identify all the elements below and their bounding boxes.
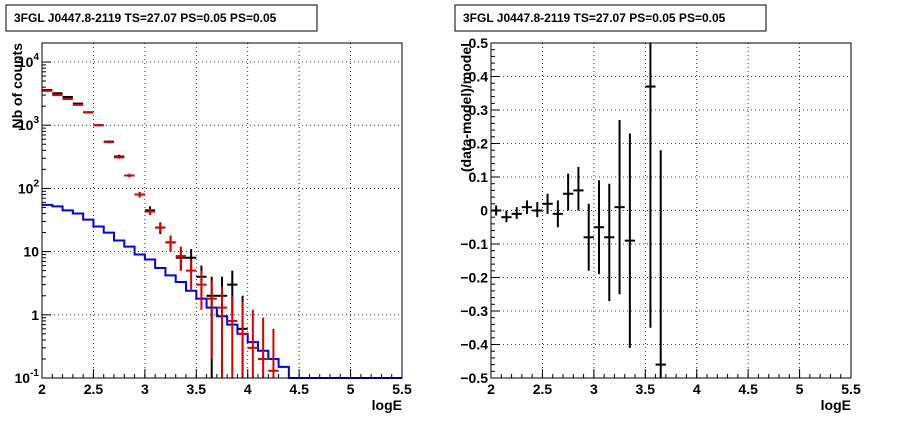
- x-tick-label: 2: [487, 381, 495, 397]
- y-tick-label: −0.3: [460, 303, 488, 319]
- x-tick-label: 3: [590, 381, 598, 397]
- x-tick-label: 5: [796, 381, 804, 397]
- counts-y-label: Nb of counts: [9, 43, 25, 129]
- x-tick-label: 2.5: [84, 381, 104, 397]
- y-tick-label: −0.5: [460, 370, 488, 386]
- counts-title-box: [5, 4, 318, 32]
- residuals-title-box: [454, 4, 767, 32]
- residuals-grid: [491, 42, 851, 378]
- residuals-plot-area: [491, 43, 666, 378]
- x-tick-label: 5.5: [392, 381, 412, 397]
- y-tick-label: 0.5: [469, 35, 489, 51]
- y-tick-label: 0: [480, 203, 488, 219]
- x-tick-label: 5: [347, 381, 355, 397]
- y-tick-label: 0.3: [469, 102, 489, 118]
- x-tick-label: 2.5: [533, 381, 553, 397]
- y-tick-label: 10: [23, 244, 39, 260]
- y-tick-label: −0.4: [460, 337, 488, 353]
- counts-panel: 3FGL J0447.8-2119 TS=27.07 PS=0.05 PS=0.…: [5, 4, 412, 413]
- counts-ticks: 2 2.5 3 3.5 4 4.5 5 5.5 10-1 1 10 102 103 104: [15, 42, 412, 397]
- y-tick-label: 1: [31, 307, 39, 323]
- y-tick-label: 103: [18, 115, 40, 133]
- x-tick-label: 4.5: [738, 381, 758, 397]
- x-tick-label: 3: [141, 381, 149, 397]
- y-tick-label: 104: [18, 52, 40, 70]
- residuals-x-label: logE: [821, 397, 851, 413]
- residuals-ticks: 2 2.5 3 3.5 4 4.5 5 5.5 −0.5 −0.4 −0.3 −0.2 −0.1 0 0.1…: [460, 35, 861, 397]
- y-tick-label: 102: [18, 178, 40, 196]
- x-tick-label: 3.5: [636, 381, 656, 397]
- x-tick-label: 4: [693, 381, 701, 397]
- residuals-y-label: (data-model)/model: [458, 43, 474, 172]
- counts-title: 3FGL J0447.8-2119 TS=27.07 PS=0.05 PS=0.…: [14, 11, 277, 25]
- counts-x-label: logE: [372, 397, 402, 413]
- y-tick-label: 10-1: [15, 368, 40, 386]
- x-tick-label: 4: [244, 381, 252, 397]
- counts-grid: [42, 43, 402, 378]
- counts-frame: [41, 42, 403, 379]
- y-tick-label: −0.1: [460, 236, 488, 252]
- x-tick-label: 4.5: [289, 381, 309, 397]
- residuals-panel: 3FGL J0447.8-2119 TS=27.07 PS=0.05 PS=0.…: [454, 4, 861, 413]
- y-tick-label: 0.2: [469, 136, 489, 152]
- y-tick-label: −0.2: [460, 270, 488, 286]
- y-tick-label: 0.1: [469, 169, 489, 185]
- counts-plot-area: [42, 89, 402, 379]
- x-tick-label: 3.5: [187, 381, 207, 397]
- x-tick-label: 2: [38, 381, 46, 397]
- y-tick-label: 0.4: [469, 69, 489, 85]
- x-tick-label: 5.5: [841, 381, 861, 397]
- residuals-title: 3FGL J0447.8-2119 TS=27.07 PS=0.05 PS=0.…: [463, 11, 726, 25]
